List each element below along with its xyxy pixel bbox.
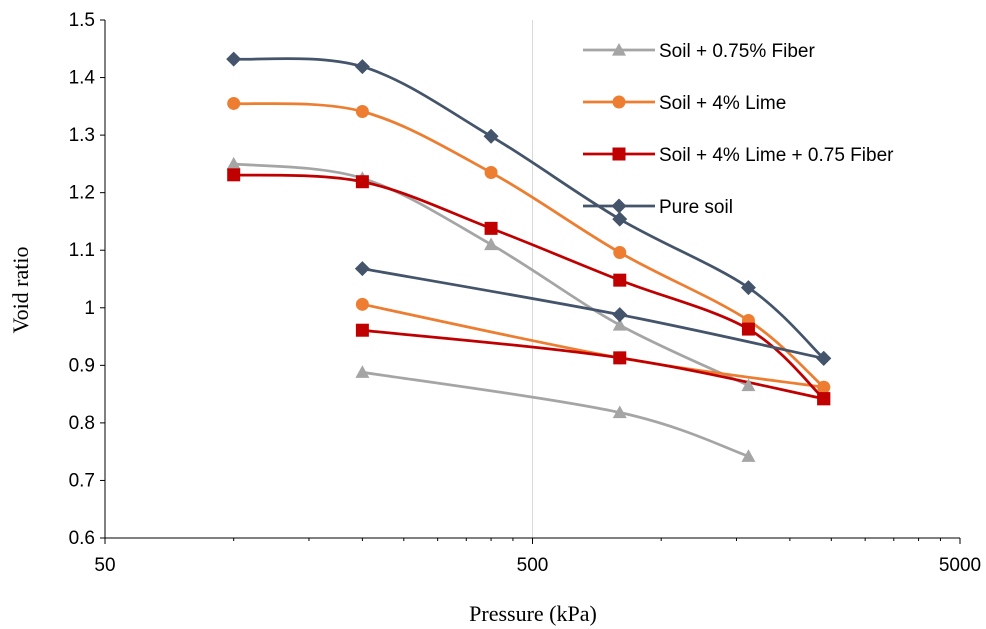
- y-tick-label: 1.1: [69, 240, 95, 261]
- y-tick-label: 0.6: [69, 528, 95, 549]
- data-point-soil-0-75-fiber: [741, 449, 756, 462]
- axes: [100, 19, 961, 544]
- series-line-soil-0-75-fiber-unloading: [361, 370, 750, 458]
- y-tick-label: 0.7: [69, 470, 95, 491]
- x-axis-title: Pressure (kPa): [469, 601, 597, 626]
- y-tick-label: 1.4: [69, 68, 96, 89]
- data-point-pure-soil: [740, 280, 756, 296]
- x-tick-label: 5000: [939, 555, 981, 576]
- legend-marker-soil-4-lime: [612, 95, 626, 109]
- legend-label-soil-4-lime-0-75-fiber: Soil + 4% Lime + 0.75 Fiber: [659, 145, 894, 166]
- legend-label-soil-4-lime: Soil + 4% Lime: [659, 93, 786, 114]
- data-point-soil-4-lime: [484, 166, 498, 180]
- y-tick-label: 1.5: [69, 10, 95, 31]
- y-tick-label: 1.3: [69, 125, 95, 146]
- data-point-soil-0-75-fiber: [741, 378, 756, 392]
- x-tick-label: 500: [517, 555, 549, 576]
- y-tick-label: 1.2: [69, 183, 95, 204]
- data-point-pure-soil: [226, 51, 242, 67]
- data-point-soil-4-lime-0-75-fiber: [741, 322, 755, 336]
- data-point-soil-0-75-fiber: [226, 156, 241, 170]
- data-point-soil-0-75-fiber: [484, 237, 499, 251]
- data-point-pure-soil: [816, 350, 832, 366]
- data-point-soil-4-lime-0-75-fiber: [355, 175, 369, 189]
- series-line-pure-soil-unloading: [361, 267, 826, 360]
- marker-layer: [226, 51, 832, 462]
- data-point-soil-4-lime-0-75-fiber: [484, 221, 498, 235]
- data-point-soil-4-lime: [227, 96, 241, 110]
- data-point-pure-soil: [612, 307, 628, 323]
- data-point-soil-4-lime: [355, 105, 369, 119]
- series-line-soil-4-lime-unloading: [361, 302, 826, 389]
- series-line-soil-4-lime-0-75-fiber-unloading: [361, 328, 826, 401]
- x-tick-label: 50: [94, 555, 115, 576]
- data-point-soil-0-75-fiber: [355, 365, 370, 378]
- data-point-pure-soil: [612, 211, 628, 227]
- data-point-pure-soil: [483, 128, 499, 144]
- data-point-soil-4-lime-0-75-fiber: [613, 273, 627, 287]
- y-tick-label: 0.9: [69, 355, 95, 376]
- y-axis-title: Void ratio: [8, 247, 33, 334]
- y-tick-label: 1: [84, 298, 95, 319]
- y-tick-label: 0.8: [69, 413, 95, 434]
- legend: Soil + 0.75% Fiber Soil + 4% Lime Soil + 4…: [583, 41, 894, 218]
- data-point-soil-4-lime-0-75-fiber: [227, 168, 241, 182]
- legend-marker-soil-4-lime-0-75-fiber: [612, 147, 626, 161]
- series-line-soil-4-lime-0-75-fiber-loading: [232, 173, 826, 401]
- tick-labels: 0.6 0.7 0.8 0.9 1 1.1 1.2 1.3 1.4 1.5 50 500 5000: [69, 10, 982, 576]
- data-point-pure-soil: [354, 59, 370, 75]
- data-point-soil-0-75-fiber: [612, 318, 627, 331]
- data-point-soil-4-lime: [613, 246, 627, 260]
- legend-label-soil-0-75-fiber: Soil + 0.75% Fiber: [659, 41, 815, 62]
- data-point-soil-4-lime-0-75-fiber: [355, 323, 369, 337]
- data-point-pure-soil: [354, 261, 370, 277]
- data-point-soil-4-lime: [817, 380, 831, 394]
- data-point-soil-4-lime: [355, 297, 369, 311]
- legend-label-pure-soil: Pure soil: [659, 197, 733, 218]
- data-point-soil-0-75-fiber: [612, 405, 627, 419]
- legend-marker-soil-0-75-fiber: [612, 43, 626, 56]
- plot-area: [226, 51, 832, 462]
- legend-marker-pure-soil: [611, 198, 627, 214]
- data-point-soil-4-lime-0-75-fiber: [817, 392, 831, 406]
- data-point-soil-4-lime-0-75-fiber: [613, 351, 627, 365]
